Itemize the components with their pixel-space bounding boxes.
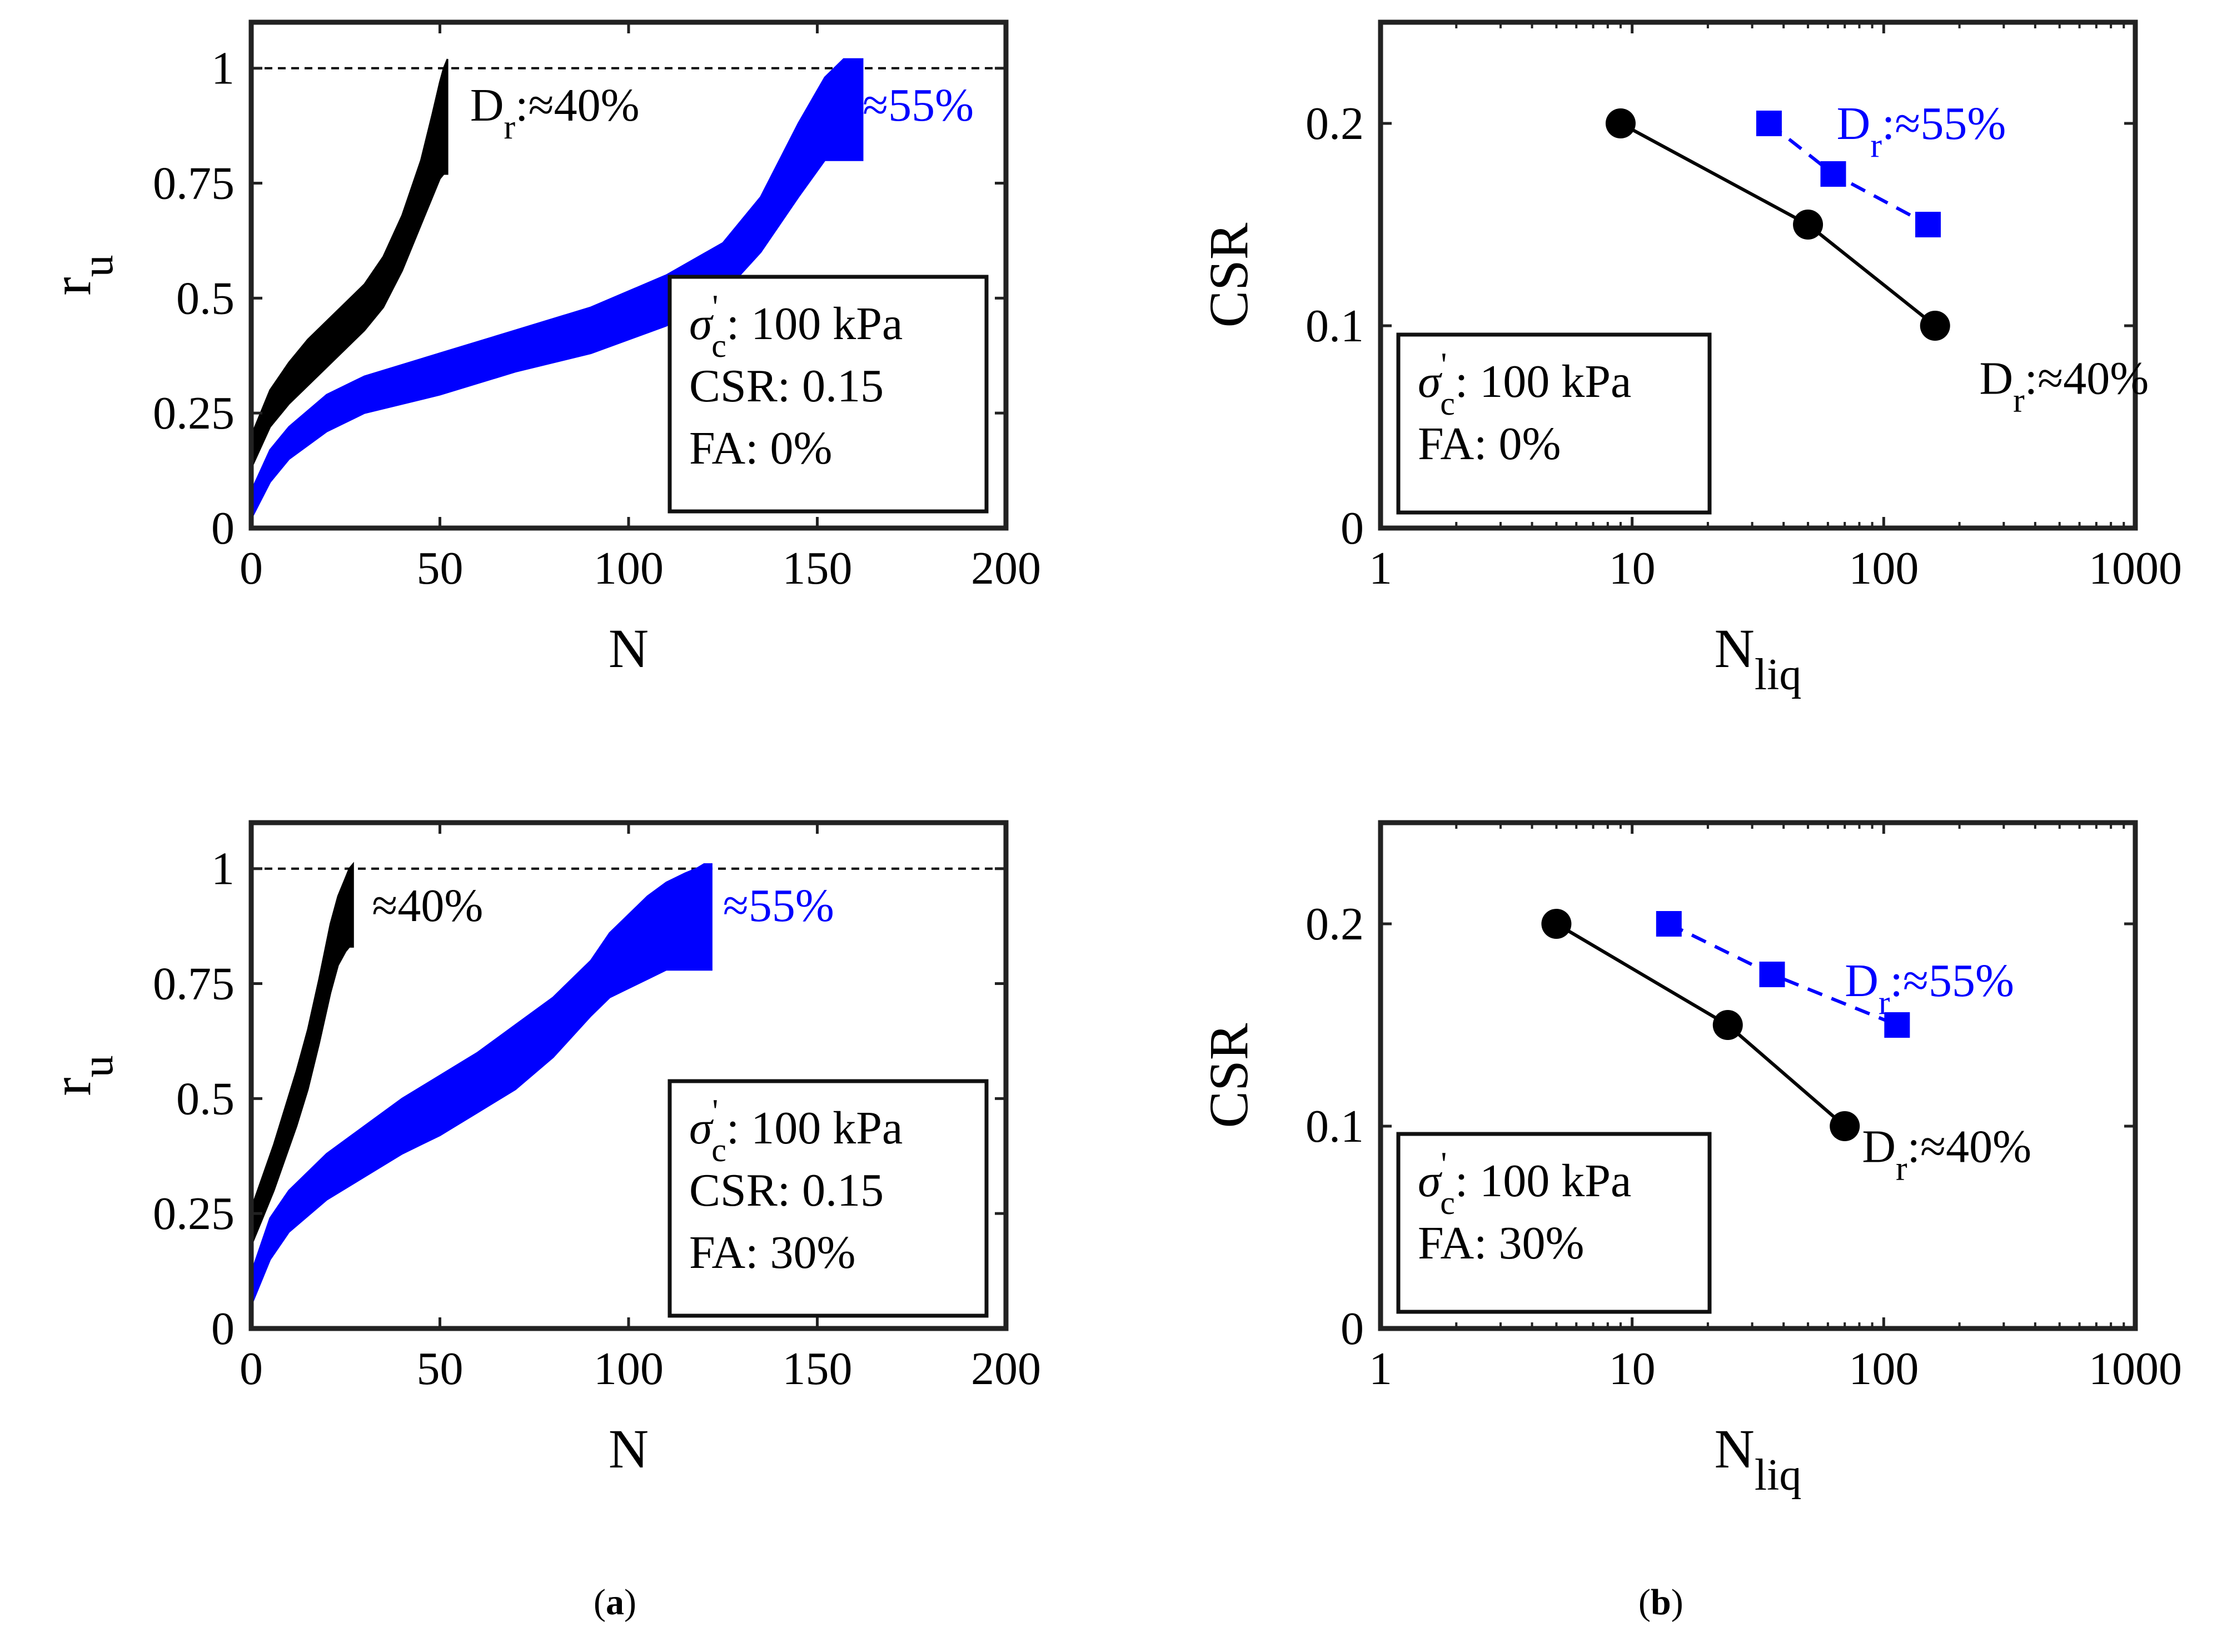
series-dr-55--point xyxy=(1820,161,1846,187)
series-dr-40--line xyxy=(1620,122,1936,327)
annotation: ≈55% xyxy=(723,880,834,932)
x-tick-label: 150 xyxy=(783,1343,853,1395)
subfigure-label-a: (a) xyxy=(594,1582,636,1623)
series-dr-55--point xyxy=(1915,212,1941,237)
y-tick-label: 0.5 xyxy=(176,1073,235,1124)
legend-line: FA: 0% xyxy=(1418,418,1561,470)
subfigure-label-b: (b) xyxy=(1638,1582,1683,1623)
y-tick-label: 0.75 xyxy=(153,158,235,210)
x-tick-label: 100 xyxy=(594,1343,664,1395)
x-tick-label: 10 xyxy=(1609,543,1656,594)
legend-stress-line: σ' c: 100 kPa xyxy=(1418,346,1631,422)
y-tick-label: 0 xyxy=(211,502,235,554)
annotation: Dr:≈55% xyxy=(1837,98,2006,165)
x-axis-label: N xyxy=(609,618,649,679)
x-axis-label: Nliq xyxy=(1715,618,1802,699)
chart-ru-fa0: 0 50 100 150 200 0 0.25 0.5 0.75 1 Nru Dr:≈40% ≈55% σ… xyxy=(41,19,1041,679)
series-dr-40--point xyxy=(1793,210,1824,240)
y-tick-label: 0.25 xyxy=(153,387,235,439)
series-dr-40--point xyxy=(1830,1111,1860,1141)
series-dr-40--band xyxy=(251,58,449,469)
x-tick-label: 100 xyxy=(1849,1343,1919,1395)
chart-csr-fa30: 1 10 100 1000 0 0.1 0.2 Nliq CSR Dr:≈55% Dr:≈40% σ'… xyxy=(1198,820,2182,1500)
series-dr-55--point xyxy=(1656,911,1682,937)
x-tick-label: 10 xyxy=(1609,1343,1656,1395)
legend-stress-line: σ' c: 100 kPa xyxy=(1418,1146,1631,1221)
legend-line: CSR: 0.15 xyxy=(689,1165,884,1216)
series-dr-55--point xyxy=(1884,1012,1910,1038)
legend-stress-line: σ' c: 100 kPa xyxy=(689,288,903,364)
y-tick-label: 0.75 xyxy=(153,958,235,1010)
y-axis-label: ru xyxy=(41,255,122,295)
series-dr-40--band xyxy=(251,862,354,1246)
series-dr-40--point xyxy=(1920,311,1950,341)
y-tick-label: 0 xyxy=(211,1303,235,1355)
x-tick-label: 1 xyxy=(1369,1343,1392,1395)
x-tick-label: 200 xyxy=(971,543,1041,594)
y-axis-label: CSR xyxy=(1198,222,1259,327)
chart-ru-fa30: 0 50 100 150 200 0 0.25 0.5 0.75 1 Nru ≈40% ≈55% σ' c:… xyxy=(41,820,1041,1480)
y-tick-label: 0 xyxy=(1341,1303,1364,1355)
x-tick-label: 150 xyxy=(783,543,853,594)
x-tick-label: 0 xyxy=(240,543,263,594)
legend-line: FA: 30% xyxy=(689,1227,855,1278)
legend-line: FA: 0% xyxy=(689,422,832,474)
legend-line: FA: 30% xyxy=(1418,1217,1584,1269)
annotation: ≈40% xyxy=(372,880,483,932)
y-tick-label: 0.25 xyxy=(153,1188,235,1240)
annotation: ≈55% xyxy=(863,79,974,131)
x-tick-label: 50 xyxy=(417,1343,464,1395)
x-tick-label: 100 xyxy=(594,543,664,594)
legend-stress-line: σ' c: 100 kPa xyxy=(689,1093,903,1168)
y-axis-label: ru xyxy=(41,1055,122,1096)
legend-box xyxy=(667,275,989,514)
x-axis-label: Nliq xyxy=(1715,1418,1802,1500)
x-tick-label: 1000 xyxy=(2089,1343,2182,1395)
x-tick-label: 1000 xyxy=(2089,543,2182,594)
y-axis-label: CSR xyxy=(1198,1023,1259,1128)
y-tick-label: 0 xyxy=(1341,502,1364,554)
annotation: Dr:≈40% xyxy=(470,79,640,146)
annotation: Dr:≈40% xyxy=(1862,1121,2031,1187)
legend-box xyxy=(1396,1132,1712,1314)
legend-line: CSR: 0.15 xyxy=(689,360,884,412)
x-tick-label: 1 xyxy=(1369,543,1392,594)
y-tick-label: 0.2 xyxy=(1306,898,1364,950)
series-dr-55--point xyxy=(1759,962,1785,987)
x-tick-label: 100 xyxy=(1849,543,1919,594)
chart-csr-fa0: 1 10 100 1000 0 0.1 0.2 Nliq CSR Dr:≈55% Dr:≈40% σ'… xyxy=(1198,19,2182,699)
series-dr-55--point xyxy=(1756,111,1782,136)
series-dr-40--point xyxy=(1605,108,1636,138)
annotation: Dr:≈55% xyxy=(1845,955,2014,1022)
series-dr-55--band xyxy=(251,58,864,520)
legend-box xyxy=(667,1079,989,1318)
axes-frame xyxy=(1378,19,2138,531)
annotation: Dr:≈40% xyxy=(1979,353,2149,420)
series-dr-40--line xyxy=(1555,922,1846,1128)
x-tick-label: 0 xyxy=(240,1343,263,1395)
series-dr-40--point xyxy=(1712,1010,1743,1040)
x-tick-label: 50 xyxy=(417,543,464,594)
y-tick-label: 1 xyxy=(211,843,235,895)
legend-box xyxy=(1396,332,1712,515)
x-tick-label: 200 xyxy=(971,1343,1041,1395)
x-axis-label: N xyxy=(609,1418,649,1480)
axes-frame xyxy=(1378,820,2138,1331)
series-dr-55--band xyxy=(251,863,713,1306)
y-tick-label: 0.1 xyxy=(1306,1101,1364,1152)
y-tick-label: 1 xyxy=(211,43,235,94)
y-tick-label: 0.5 xyxy=(176,272,235,324)
y-tick-label: 0.1 xyxy=(1306,300,1364,352)
series-dr-40--point xyxy=(1541,909,1572,939)
y-tick-label: 0.2 xyxy=(1306,98,1364,150)
